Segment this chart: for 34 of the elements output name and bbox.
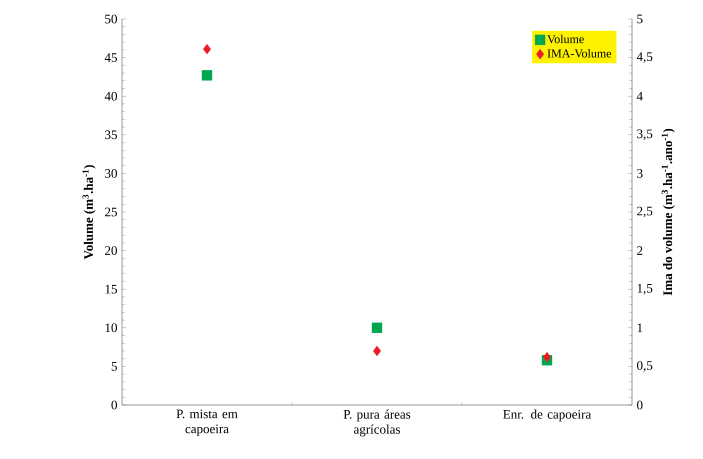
y-tick-label: 40 bbox=[104, 92, 117, 101]
y2-tick-label: 3 bbox=[637, 169, 643, 178]
y2-tick-label: 2 bbox=[637, 246, 642, 255]
x-tick-label: Enr. de capoeira bbox=[503, 410, 592, 422]
y-tick-label: 20 bbox=[105, 246, 117, 255]
point bbox=[372, 322, 382, 333]
y-tick-label: 45 bbox=[104, 53, 117, 62]
y2-tick-label: 4,5 bbox=[636, 52, 652, 63]
y2-axis-title: Ima do volume (m$^{3}$.ha$^{-1}$.ano$^{-1}$) bbox=[662, 128, 675, 296]
point bbox=[202, 70, 212, 81]
legend-label: Volume bbox=[547, 34, 584, 44]
y-tick-label: 25 bbox=[105, 208, 117, 216]
x-tick-label: P. mista em capoeira bbox=[176, 410, 238, 436]
y2-tick-label: 2,5 bbox=[637, 206, 652, 218]
y2-tick-label: 0 bbox=[637, 400, 643, 410]
x-tick-label: P. pura áreas agrícolas bbox=[344, 410, 410, 436]
y2-tick-label: 1 bbox=[638, 324, 642, 332]
point bbox=[203, 44, 211, 54]
y-axis-title: Volume (m$^{3}$.ha$^{-1}$) bbox=[82, 165, 96, 260]
y2-tick-label: 4 bbox=[636, 92, 643, 100]
y-tick-label: 50 bbox=[105, 14, 117, 24]
y2-tick-label: 1,5 bbox=[638, 284, 652, 294]
point bbox=[373, 346, 381, 356]
y2-tick-label: 5 bbox=[637, 14, 643, 24]
y-tick-label: 5 bbox=[112, 362, 117, 371]
y2-tick-label: 0,5 bbox=[637, 361, 652, 372]
legend-label: IMA-Volume bbox=[548, 49, 612, 58]
y-tick-label: 0 bbox=[111, 400, 117, 410]
y-tick-label: 35 bbox=[105, 130, 117, 140]
point bbox=[543, 352, 551, 362]
y-tick-label: 30 bbox=[105, 169, 117, 178]
y-tick-label: 10 bbox=[106, 323, 117, 332]
y2-tick-label: 3,5 bbox=[637, 129, 652, 140]
y-tick-label: 15 bbox=[106, 284, 117, 294]
